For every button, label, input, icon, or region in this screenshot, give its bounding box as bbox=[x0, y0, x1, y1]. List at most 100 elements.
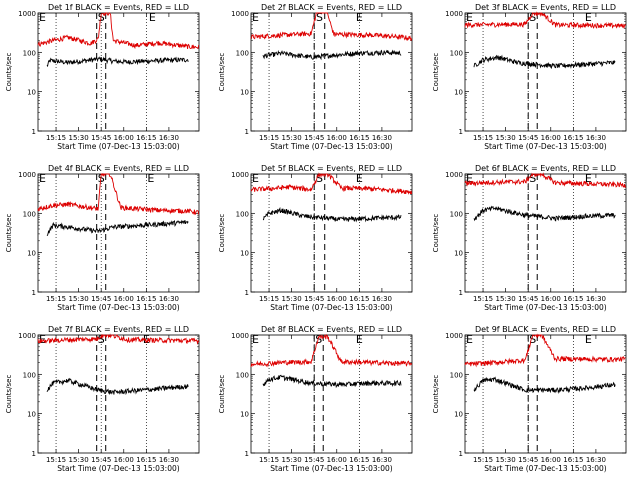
marker-e: E bbox=[149, 11, 156, 24]
y-tick-label: 100 bbox=[236, 371, 249, 379]
y-tick-label: 10 bbox=[27, 411, 36, 419]
marker-e: E bbox=[39, 172, 46, 185]
x-tick-label: 16:15 bbox=[349, 295, 369, 303]
series-events-line bbox=[46, 219, 189, 237]
x-tick-label: 15:15 bbox=[46, 456, 66, 464]
marker-e: E bbox=[356, 11, 363, 24]
x-tick-label: 16:30 bbox=[372, 295, 392, 303]
x-tick-label: 15:30 bbox=[496, 134, 516, 142]
x-tick-label: 16:00 bbox=[541, 456, 561, 464]
x-tick-label: 16:15 bbox=[136, 295, 156, 303]
y-tick-label: 1000 bbox=[231, 10, 249, 18]
chart-panel: Det 2f BLACK = Events, RED = LLD 1 10 100 10… bbox=[218, 3, 413, 151]
chart-panel: Det 5f BLACK = Events, RED = LLD 1 10 100 10… bbox=[218, 164, 413, 312]
y-axis-label: Counts/sec bbox=[218, 375, 226, 414]
x-tick-label: 16:15 bbox=[563, 456, 583, 464]
series-events-line bbox=[473, 54, 616, 70]
x-tick-label: 15:45 bbox=[518, 456, 538, 464]
x-tick-label: 16:00 bbox=[114, 134, 134, 142]
x-tick-label: 15:30 bbox=[496, 456, 516, 464]
y-axis-label: Counts/sec bbox=[218, 53, 226, 92]
chart-panel: Det 3f BLACK = Events, RED = LLD 1 10 100 10… bbox=[432, 3, 627, 151]
y-tick-label: 1 bbox=[245, 450, 249, 458]
x-tick-label: 15:30 bbox=[496, 295, 516, 303]
chart-title: Det 3f BLACK = Events, RED = LLD bbox=[475, 3, 616, 12]
y-tick-label: 1 bbox=[459, 450, 463, 458]
plot-frame bbox=[464, 12, 627, 132]
x-tick-label: 16:00 bbox=[327, 295, 347, 303]
plot-frame bbox=[250, 12, 413, 132]
x-tick-label: 16:30 bbox=[586, 456, 606, 464]
y-tick-label: 10 bbox=[454, 89, 463, 97]
chart-panel: Det 9f BLACK = Events, RED = LLD 1 10 100 10… bbox=[432, 325, 627, 473]
y-axis-label: Counts/sec bbox=[218, 214, 226, 253]
marker-e: E bbox=[143, 333, 150, 346]
x-tick-label: 16:15 bbox=[349, 456, 369, 464]
series-events-line bbox=[46, 55, 189, 68]
y-tick-label: 10 bbox=[240, 89, 249, 97]
x-tick-label: 15:15 bbox=[46, 134, 66, 142]
series-lld-line bbox=[464, 11, 627, 29]
series-lld-line bbox=[464, 172, 627, 188]
x-tick-label: 16:00 bbox=[327, 456, 347, 464]
x-tick-label: 16:30 bbox=[372, 134, 392, 142]
series-lld-line bbox=[464, 333, 626, 368]
marker-e: E bbox=[39, 333, 46, 346]
y-tick-label: 1000 bbox=[18, 332, 36, 340]
y-tick-label: 10 bbox=[454, 250, 463, 258]
marker-e: E bbox=[466, 333, 473, 346]
y-tick-label: 1 bbox=[32, 289, 36, 297]
x-tick-label: 16:15 bbox=[349, 134, 369, 142]
series-lld-line bbox=[37, 333, 200, 345]
y-tick-label: 1 bbox=[245, 289, 249, 297]
y-axis-label: Counts/sec bbox=[5, 375, 13, 414]
x-tick-label: 16:30 bbox=[159, 295, 179, 303]
y-tick-label: 1 bbox=[32, 450, 36, 458]
y-tick-label: 1000 bbox=[445, 332, 463, 340]
series-events-line bbox=[262, 206, 402, 223]
y-tick-label: 10 bbox=[27, 250, 36, 258]
x-tick-label: 15:45 bbox=[91, 295, 111, 303]
series-lld-line bbox=[37, 172, 200, 216]
x-axis-label: Start Time (07-Dec-13 15:03:00) bbox=[270, 303, 392, 312]
marker-e: E bbox=[356, 172, 363, 185]
x-tick-label: 15:30 bbox=[282, 134, 302, 142]
marker-s: S bbox=[316, 11, 323, 24]
series-events-line bbox=[262, 374, 402, 389]
plot-frame bbox=[37, 334, 200, 454]
y-tick-label: 1 bbox=[245, 128, 249, 136]
x-tick-label: 16:30 bbox=[159, 456, 179, 464]
marker-e: E bbox=[39, 11, 46, 24]
chart-title: Det 6f BLACK = Events, RED = LLD bbox=[475, 164, 616, 173]
y-tick-label: 10 bbox=[27, 89, 36, 97]
x-axis-label: Start Time (07-Dec-13 15:03:00) bbox=[484, 464, 606, 473]
y-tick-label: 100 bbox=[450, 49, 463, 57]
series-lld-line bbox=[37, 12, 200, 50]
y-tick-label: 1000 bbox=[231, 171, 249, 179]
y-axis-label: Counts/sec bbox=[5, 214, 13, 253]
y-tick-label: 1000 bbox=[231, 332, 249, 340]
x-tick-label: 16:15 bbox=[136, 456, 156, 464]
y-tick-label: 1000 bbox=[445, 171, 463, 179]
plot-frame bbox=[250, 173, 413, 293]
marker-e: E bbox=[585, 333, 592, 346]
x-axis-label: Start Time (07-Dec-13 15:03:00) bbox=[484, 303, 606, 312]
marker-e: E bbox=[585, 172, 592, 185]
x-tick-label: 15:45 bbox=[518, 134, 538, 142]
marker-s: S bbox=[98, 333, 105, 346]
x-tick-label: 16:15 bbox=[136, 134, 156, 142]
series-events-line bbox=[46, 377, 189, 396]
marker-s: S bbox=[316, 172, 323, 185]
chart-title: Det 9f BLACK = Events, RED = LLD bbox=[475, 325, 616, 334]
y-axis-label: Counts/sec bbox=[432, 53, 440, 92]
y-tick-label: 1 bbox=[459, 128, 463, 136]
marker-s: S bbox=[315, 333, 322, 346]
x-tick-label: 15:15 bbox=[46, 295, 66, 303]
x-tick-label: 16:30 bbox=[372, 456, 392, 464]
chart-title: Det 8f BLACK = Events, RED = LLD bbox=[261, 325, 402, 334]
marker-e: E bbox=[466, 172, 473, 185]
y-tick-label: 10 bbox=[454, 411, 463, 419]
y-tick-label: 100 bbox=[23, 49, 36, 57]
y-tick-label: 100 bbox=[23, 371, 36, 379]
